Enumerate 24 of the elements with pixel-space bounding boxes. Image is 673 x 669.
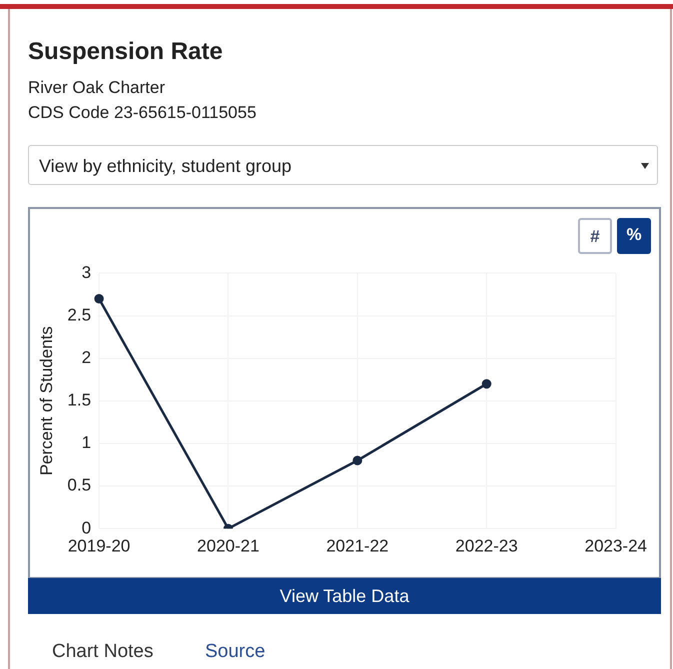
y-tick-label: 1.5 [67,390,92,410]
text: View Table Data [28,578,661,614]
chart-subtitle: River Oak Charter CDS Code 23-65615-0115055 [28,77,256,124]
text: Chart Notes [52,641,154,663]
y-tick-label: 0.5 [67,476,92,495]
text: View by ethnicity, student group [39,156,292,176]
text: # [578,218,612,254]
y-tick-label: 3 [82,262,92,282]
y-tick-label: 2.5 [67,305,92,324]
y-axis-title: Percent of Students [36,326,56,476]
chart-title: Suspension Rate [28,38,223,66]
y-tick-label: 1 [82,433,92,452]
x-tick-label: 2021-22 [326,536,389,556]
x-tick-label: 2023-24 [584,536,647,556]
point [482,379,492,389]
x-tick-label: 2022-23 [455,536,518,556]
y-tick-label: 0 [82,518,92,538]
x-tick-label: 2019-20 [68,536,130,556]
text: Source [205,641,266,663]
y-tick-label: 2 [82,348,92,368]
point [352,456,362,466]
text: % [617,218,651,254]
x-tick-label: 2020-21 [197,536,260,556]
point [94,294,104,304]
